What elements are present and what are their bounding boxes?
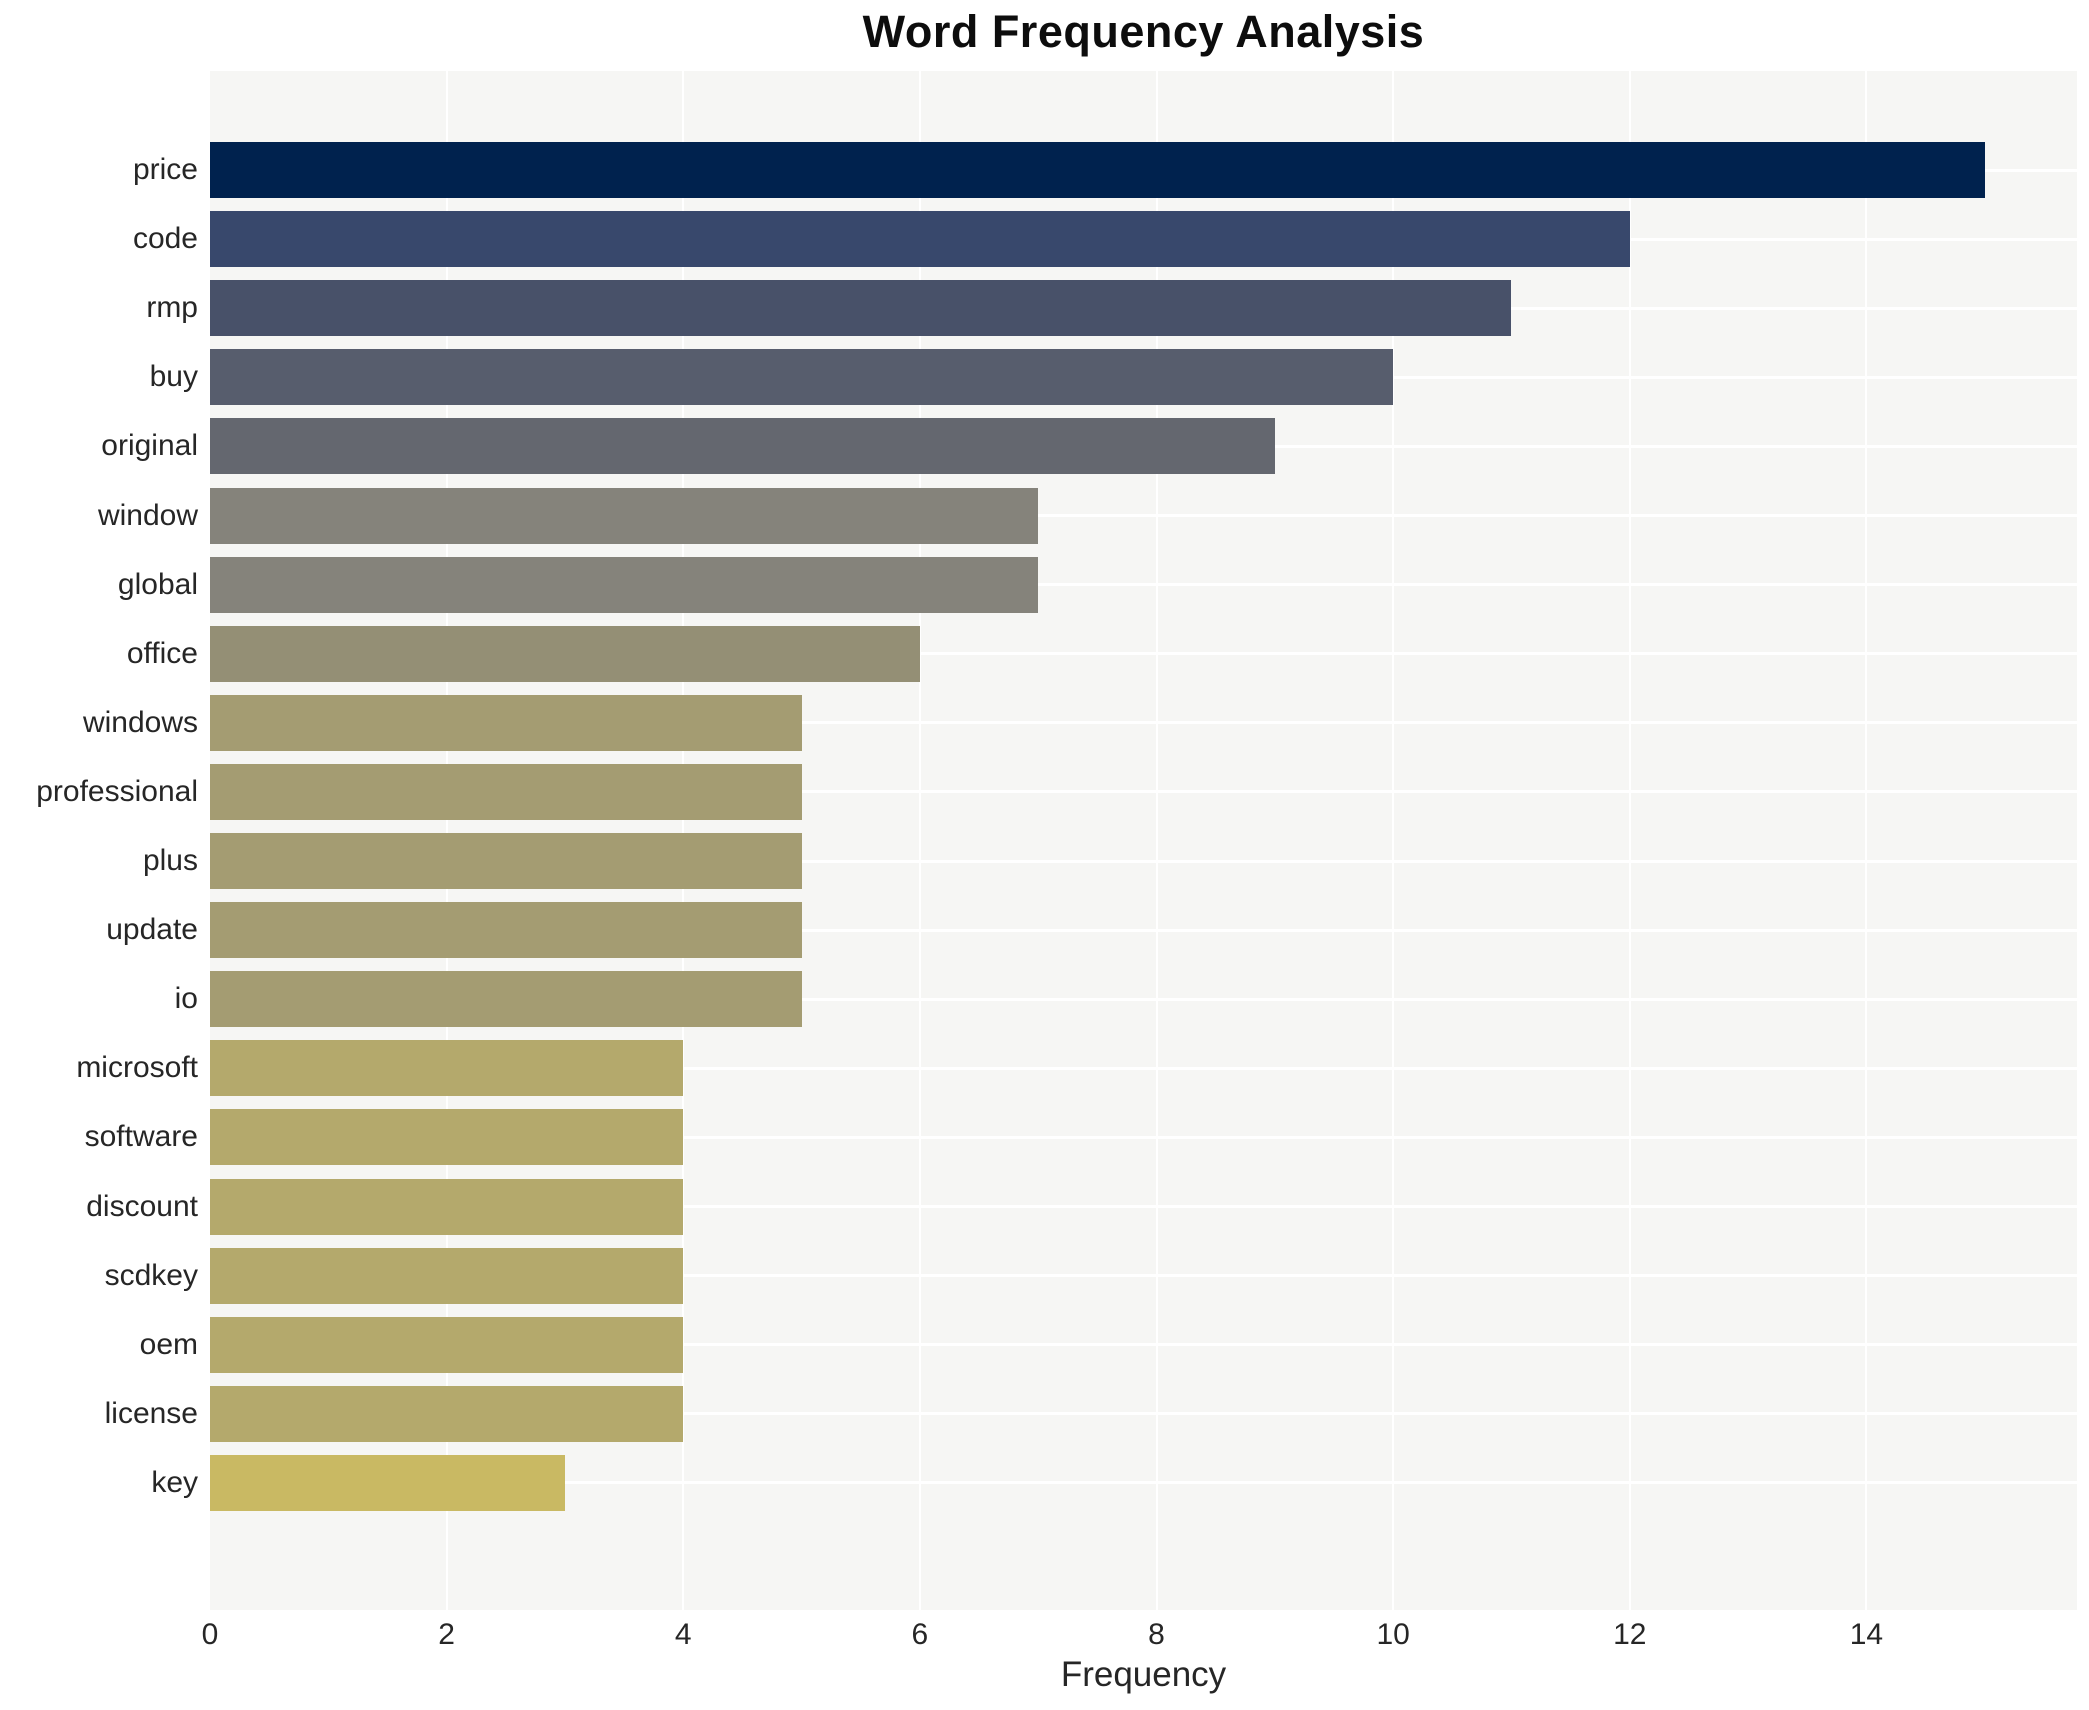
bar-office (210, 625, 920, 682)
bar-professional (210, 763, 802, 820)
h-gridline (210, 859, 2077, 863)
bar-license (210, 1385, 684, 1442)
y-tick-label-windows: windows (82, 705, 198, 739)
v-gridline (918, 71, 921, 1610)
y-tick-label-price: price (132, 153, 198, 186)
bar-scdkey (210, 1247, 684, 1304)
x-tick-label-10: 10 (1376, 1618, 1410, 1651)
bar-windows (210, 694, 802, 751)
bar-code (210, 211, 1630, 268)
bar-window (210, 487, 1039, 544)
bar-oem (210, 1316, 684, 1373)
y-tick-label-window: window (97, 498, 198, 532)
x-tick-label-6: 6 (911, 1618, 929, 1651)
h-gridline (210, 514, 2077, 517)
y-tick-label-original: original (101, 429, 198, 463)
y-tick-label-software: software (84, 1120, 198, 1154)
y-tick-label-code: code (132, 222, 198, 256)
y-tick-label-rmp: rmp (146, 291, 198, 325)
h-gridline (210, 652, 2077, 656)
bar-io (210, 971, 802, 1028)
x-tick-label-4: 4 (674, 1618, 692, 1651)
x-tick-label-12: 12 (1613, 1618, 1647, 1651)
x-tick-label-2: 2 (438, 1618, 455, 1651)
y-tick-label-microsoft: microsoft (76, 1051, 198, 1085)
bar-microsoft (210, 1040, 684, 1097)
bar-discount (210, 1178, 684, 1235)
h-gridline (210, 583, 2077, 587)
v-gridline (1865, 71, 1868, 1610)
bar-plus (210, 833, 802, 889)
h-gridline (210, 1412, 2077, 1416)
bar-original (210, 418, 1275, 475)
y-tick-label-license: license (104, 1396, 198, 1430)
plot-area (210, 71, 2077, 1610)
bar-key (210, 1454, 565, 1511)
x-tick-label-0: 0 (201, 1618, 219, 1651)
h-gridline (210, 1343, 2077, 1347)
v-gridline (1155, 71, 1158, 1610)
y-tick-label-office: office (126, 636, 198, 670)
y-tick-label-buy: buy (149, 360, 198, 394)
bar-software (210, 1109, 684, 1166)
x-tick-label-14: 14 (1849, 1618, 1884, 1651)
h-gridline (210, 1135, 2077, 1139)
y-tick-label-update: update (106, 913, 198, 947)
y-tick-label-professional: professional (36, 774, 198, 808)
h-gridline (210, 790, 2077, 794)
v-gridline (1628, 71, 1631, 1610)
y-tick-label-oem: oem (139, 1327, 198, 1361)
x-tick-label-8: 8 (1148, 1618, 1165, 1651)
h-gridline (210, 721, 2077, 725)
h-gridline (210, 1066, 2077, 1070)
y-tick-label-discount: discount (86, 1189, 198, 1223)
h-gridline (210, 928, 2077, 932)
chart-title: Word Frequency Analysis (862, 6, 1425, 57)
bar-buy (210, 349, 1394, 406)
bar-global (210, 556, 1039, 613)
h-gridline (210, 1481, 2077, 1485)
bar-price (210, 142, 1985, 198)
y-tick-label-io: io (174, 982, 198, 1016)
h-gridline (210, 1274, 2077, 1278)
bar-update (210, 902, 802, 959)
h-gridline (210, 997, 2077, 1001)
y-tick-label-key: key (151, 1465, 198, 1499)
x-axis-label: Frequency (1060, 1655, 1227, 1694)
v-gridline (1392, 71, 1395, 1610)
y-tick-label-global: global (117, 567, 198, 601)
bar-rmp (210, 280, 1512, 337)
y-tick-label-scdkey: scdkey (104, 1258, 198, 1292)
y-tick-label-plus: plus (142, 844, 198, 877)
h-gridline (210, 1205, 2077, 1208)
